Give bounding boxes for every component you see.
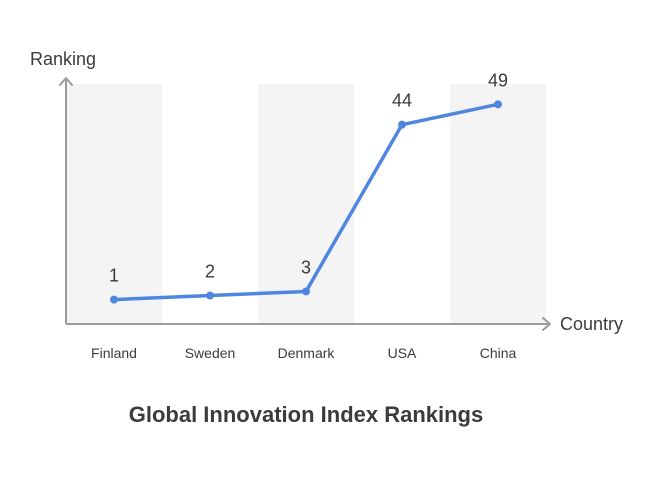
x-tick-labels: Finland Sweden Denmark USA China bbox=[91, 345, 516, 361]
data-point bbox=[206, 291, 214, 300]
data-label: 2 bbox=[205, 262, 215, 282]
y-axis-title: Ranking bbox=[30, 49, 96, 69]
data-point bbox=[302, 287, 310, 296]
column-band bbox=[450, 84, 546, 324]
x-tick-label: Denmark bbox=[278, 345, 336, 361]
data-label: 3 bbox=[301, 257, 311, 277]
column-bands bbox=[66, 84, 546, 324]
data-label: 1 bbox=[109, 266, 119, 286]
data-point bbox=[494, 100, 502, 109]
data-points bbox=[110, 100, 502, 304]
axes bbox=[59, 77, 551, 331]
column-band bbox=[66, 84, 162, 324]
data-label: 49 bbox=[488, 70, 508, 90]
y-axis-arrow-icon bbox=[59, 77, 73, 86]
x-axis-title: Country bbox=[560, 314, 623, 334]
data-point bbox=[110, 295, 118, 304]
data-labels: 1 2 3 44 49 bbox=[109, 70, 508, 285]
data-point bbox=[398, 120, 406, 129]
x-axis-arrow-icon bbox=[542, 317, 551, 331]
x-tick-label: Finland bbox=[91, 345, 137, 361]
x-tick-label: China bbox=[480, 345, 517, 361]
x-tick-label: USA bbox=[388, 345, 417, 361]
data-label: 44 bbox=[392, 91, 412, 111]
column-band bbox=[258, 84, 354, 324]
x-tick-label: Sweden bbox=[185, 345, 236, 361]
chart-title: Global Innovation Index Rankings bbox=[129, 402, 483, 427]
